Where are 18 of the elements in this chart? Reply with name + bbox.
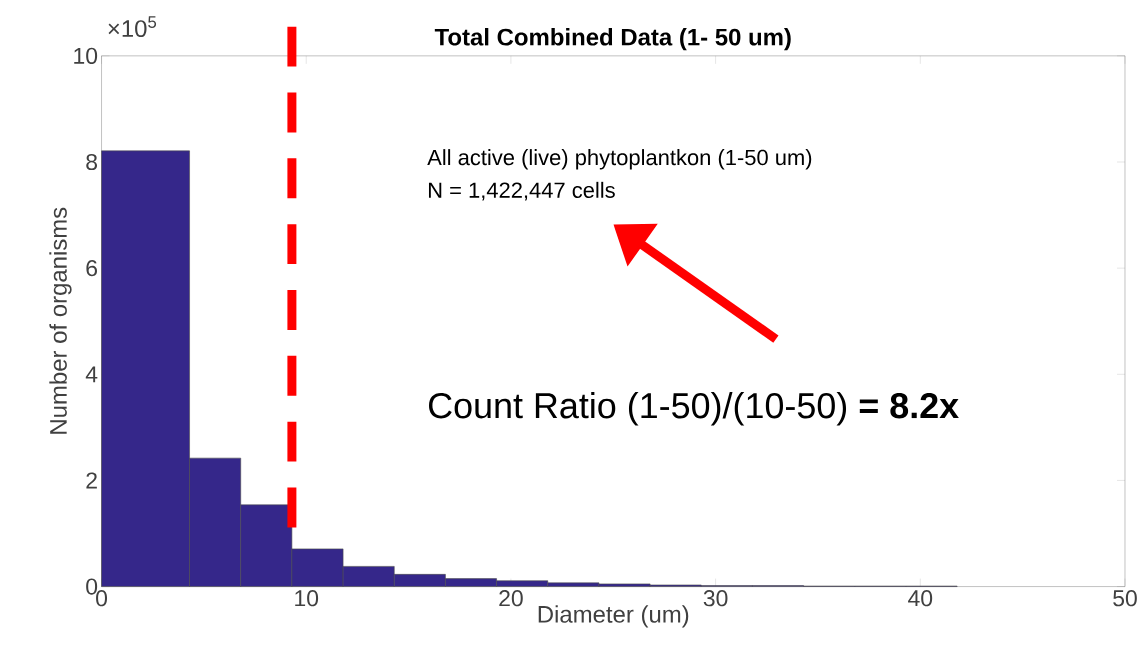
x-tick-label: 40 (908, 589, 933, 607)
y-tick-label: 0 (86, 578, 98, 595)
x-axis-title: Diameter (um) (538, 605, 689, 628)
x-tick-label: 30 (703, 589, 728, 607)
text: ×10$^{5}$ (108, 16, 157, 37)
y-tick-label: 2 (86, 472, 97, 489)
y-tick-label: 6 (86, 259, 97, 277)
y-tick-label: 8 (86, 153, 98, 170)
y-tick-label: 4 (85, 366, 98, 382)
chart-title: Total Combined Data (1- 50 um) (434, 27, 791, 51)
y-axis-title: Number of organisms (49, 207, 72, 434)
annotation: Count Ratio (1-50)/(10-50) = 8.2x (429, 391, 959, 426)
x-tick-label: 50 (1113, 589, 1137, 607)
x-tick-label: 10 (295, 589, 319, 607)
x-tick-label: 20 (499, 589, 523, 607)
y-tick-label: 10 (74, 47, 98, 64)
annotation: All active (live) phytoplantkon (1-50 um) (427, 148, 812, 170)
annotation: N = 1,422,447 cells (428, 181, 615, 201)
